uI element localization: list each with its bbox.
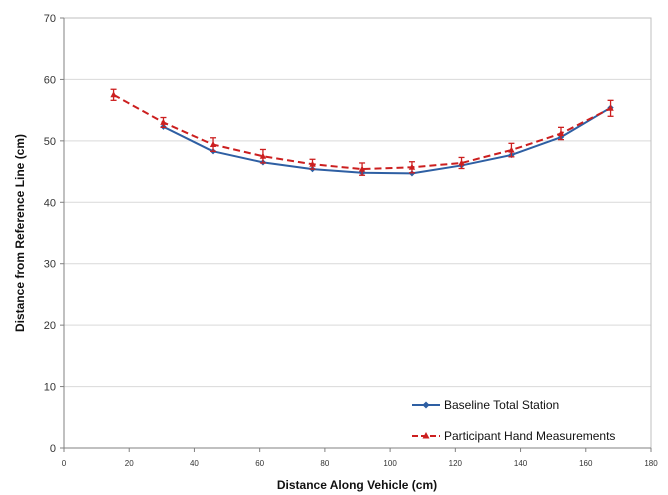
y-tick-label: 50 bbox=[44, 136, 56, 148]
y-tick-label: 30 bbox=[44, 259, 56, 271]
x-tick-label: 180 bbox=[644, 459, 658, 468]
x-tick-label: 0 bbox=[62, 459, 67, 468]
series-participant bbox=[110, 88, 614, 176]
y-tick-label: 70 bbox=[44, 13, 56, 25]
series-line-participant bbox=[113, 93, 612, 171]
data-point-participant bbox=[358, 165, 366, 172]
data-point-participant bbox=[160, 118, 167, 125]
x-tick-label: 80 bbox=[320, 459, 329, 468]
x-tick-label: 120 bbox=[449, 459, 463, 468]
y-tick-label: 10 bbox=[44, 382, 56, 394]
data-point-participant bbox=[209, 141, 217, 148]
x-tick-label: 160 bbox=[579, 459, 593, 468]
legend-item-baseline: Baseline Total Station bbox=[412, 398, 559, 412]
legend-label-baseline: Baseline Total Station bbox=[444, 398, 559, 412]
legend-marker-participant-icon bbox=[422, 432, 430, 439]
data-point-participant bbox=[508, 146, 515, 153]
legend: Baseline Total Station Participant Hand … bbox=[412, 398, 615, 443]
grid-lines bbox=[64, 17, 651, 388]
y-tick-label: 0 bbox=[50, 443, 56, 455]
data-point-participant bbox=[408, 163, 416, 170]
y-axis-title: Distance from Reference Line (cm) bbox=[13, 134, 27, 332]
data-point-participant bbox=[110, 91, 117, 98]
data-point-participant bbox=[607, 104, 614, 111]
x-axis-title: Distance Along Vehicle (cm) bbox=[277, 478, 437, 492]
y-tick-label: 60 bbox=[44, 74, 56, 86]
legend-item-participant: Participant Hand Measurements bbox=[412, 429, 615, 443]
data-point-participant bbox=[259, 152, 267, 159]
series-line-baseline bbox=[163, 106, 612, 175]
x-tick-label: 20 bbox=[125, 459, 134, 468]
x-tick-label: 60 bbox=[255, 459, 264, 468]
x-tick-label: 140 bbox=[514, 459, 528, 468]
y-tick-label: 20 bbox=[44, 320, 56, 332]
series-layer bbox=[110, 88, 614, 177]
legend-label-participant: Participant Hand Measurements bbox=[444, 429, 615, 443]
data-point-participant bbox=[309, 160, 316, 167]
axes: 0 10 20 30 40 50 60 70 0 20 40 60 80 100 120 140 160 180 bbox=[44, 13, 658, 468]
x-tick-label: 40 bbox=[190, 459, 199, 468]
x-tick-label: 100 bbox=[383, 459, 397, 468]
legend-marker-baseline-icon bbox=[422, 401, 430, 409]
data-point-participant bbox=[557, 129, 565, 136]
y-tick-label: 40 bbox=[44, 197, 56, 209]
data-point-participant bbox=[458, 159, 465, 166]
plot-area-frame bbox=[63, 17, 652, 449]
